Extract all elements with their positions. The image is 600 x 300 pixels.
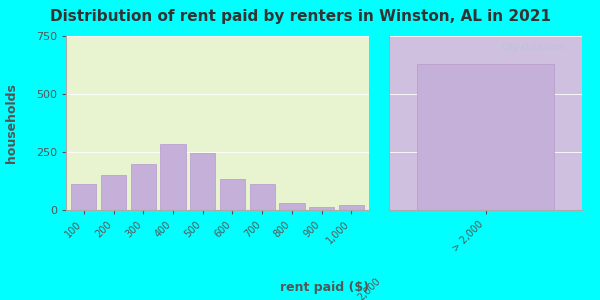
Bar: [250, 184, 275, 210]
Bar: [131, 164, 156, 210]
Bar: [309, 206, 334, 210]
Bar: [417, 64, 554, 210]
Text: City-Data.com: City-Data.com: [502, 43, 566, 52]
Bar: [71, 184, 97, 210]
Bar: [101, 175, 126, 210]
Text: households: households: [5, 83, 19, 163]
Bar: [339, 206, 364, 210]
Text: Distribution of rent paid by renters in Winston, AL in 2021: Distribution of rent paid by renters in …: [49, 9, 551, 24]
Bar: [220, 179, 245, 210]
Bar: [190, 153, 215, 210]
Bar: [279, 203, 305, 210]
Text: rent paid ($): rent paid ($): [280, 281, 368, 294]
Text: 2,000: 2,000: [356, 276, 383, 300]
Bar: [160, 144, 185, 210]
